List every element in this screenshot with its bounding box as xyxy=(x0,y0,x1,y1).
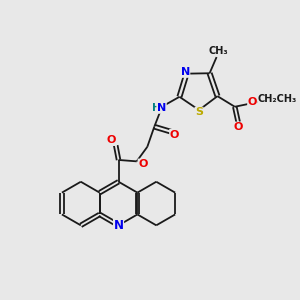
Text: S: S xyxy=(195,107,203,117)
Text: O: O xyxy=(107,135,116,146)
Text: H: H xyxy=(152,103,160,113)
Text: O: O xyxy=(170,130,179,140)
Text: O: O xyxy=(138,159,148,169)
Text: CH₃: CH₃ xyxy=(208,46,228,56)
Text: O: O xyxy=(248,97,257,107)
Text: O: O xyxy=(233,122,243,132)
Text: N: N xyxy=(181,67,190,77)
Text: N: N xyxy=(157,103,166,113)
Text: CH₂CH₃: CH₂CH₃ xyxy=(258,94,297,104)
Text: N: N xyxy=(113,219,124,232)
